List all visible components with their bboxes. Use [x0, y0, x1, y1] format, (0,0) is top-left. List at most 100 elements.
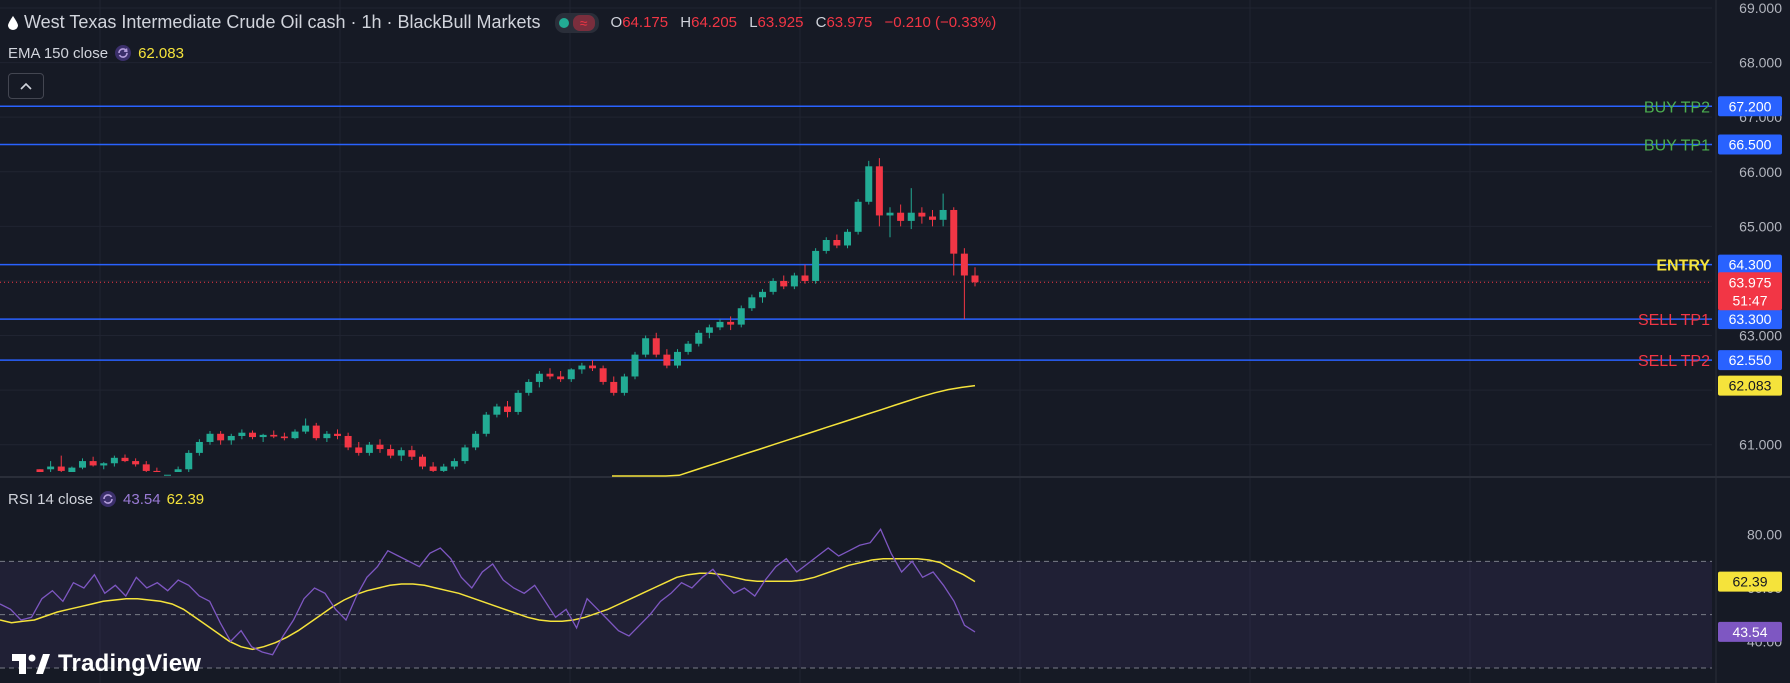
level-price-text: 66.500 [1729, 136, 1772, 152]
candle-body [397, 450, 405, 456]
candle-body [790, 275, 798, 287]
candle-body [950, 209, 958, 254]
candle-body [705, 327, 713, 333]
candle-body [716, 321, 724, 328]
candle-body [674, 351, 681, 366]
chevron-up-icon [20, 82, 32, 90]
price-tick-label: 65.000 [1739, 218, 1782, 234]
candle-body [663, 354, 671, 366]
symbol-header: West Texas Intermediate Crude Oil cash ·… [8, 12, 1004, 33]
candle-body [312, 425, 320, 439]
candle-body [854, 201, 862, 232]
candle-body [631, 354, 639, 377]
candle-body [610, 381, 618, 393]
candle-body [238, 432, 246, 436]
candle-body [907, 212, 915, 221]
tradingview-logo-icon [12, 654, 50, 674]
level-label: SELL TP2 [1638, 353, 1710, 370]
level-label: ENTRY [1656, 258, 1710, 275]
level-price-tag [1718, 350, 1782, 371]
cycle-icon[interactable] [114, 44, 132, 62]
candle-body [620, 376, 628, 393]
candle-body [472, 433, 480, 448]
candle-body [132, 461, 140, 465]
ohlc-close-value: 63.975 [826, 14, 873, 31]
oil-drop-icon [8, 15, 18, 30]
candle-body [875, 166, 883, 216]
level-price-text: 63.300 [1729, 311, 1772, 327]
candle-body [769, 280, 777, 292]
candle-body [865, 166, 873, 202]
candle-body [780, 280, 788, 287]
candle-body [259, 434, 267, 438]
candle-body [727, 321, 735, 325]
ema-price-text: 62.083 [1729, 378, 1772, 394]
candle-body [270, 434, 278, 437]
ohlc-low-key: L [749, 14, 758, 31]
candle-body [482, 414, 490, 434]
candle-body [323, 433, 331, 439]
ohlc-high-value: 64.205 [691, 14, 738, 31]
candle-body [833, 240, 841, 246]
candle-body [121, 457, 129, 462]
candle-body [695, 332, 703, 344]
candle-body [461, 447, 469, 462]
price-tick-label: 68.000 [1739, 55, 1782, 71]
level-price-tag [1718, 96, 1782, 117]
level-label: BUY TP2 [1644, 99, 1710, 116]
symbol-title[interactable]: West Texas Intermediate Crude Oil cash ·… [24, 12, 541, 32]
price-tick-label: 61.000 [1739, 437, 1782, 453]
candle-body [504, 406, 511, 412]
rsi-ma-value: 62.39 [166, 490, 205, 508]
rsi-tag [1718, 621, 1782, 642]
candle-body [153, 470, 161, 472]
level-lines: BUY TP2 BUY TP1 ENTRY SELL TP1 SELL TP2 [0, 99, 1712, 370]
market-status-pill[interactable]: ≈ [554, 12, 599, 33]
candle-body [567, 369, 575, 380]
ohlc-open-key: O [610, 14, 623, 31]
ema-value: 62.083 [138, 44, 184, 62]
last-price-text: 63.975 [1729, 274, 1772, 290]
cycle-icon[interactable] [99, 490, 117, 508]
candle-body [642, 338, 650, 355]
candle-body [589, 365, 596, 369]
price-axis: 61.00062.00063.00064.00065.00066.00067.0… [1718, 0, 1782, 649]
candle-body [419, 456, 426, 467]
candle-body [684, 343, 692, 352]
candle-body [493, 406, 501, 415]
rsi-path [0, 528, 976, 656]
tradingview-logo[interactable]: TradingView [12, 650, 201, 678]
candle-body [291, 431, 299, 439]
level-label: BUY TP1 [1644, 137, 1710, 154]
candle-body [748, 297, 756, 309]
candle-body [450, 461, 458, 467]
price-tick-label: 66.000 [1739, 164, 1782, 180]
candle-body [429, 466, 437, 471]
candle-body [546, 373, 554, 377]
candle-body [939, 209, 947, 220]
candle-body [164, 474, 171, 476]
candle-body [440, 466, 448, 471]
rsi-tick-label: 80.00 [1747, 527, 1782, 543]
ema-label: EMA 150 close [8, 44, 109, 62]
ema-legend[interactable]: EMA 150 close 62.083 [8, 44, 184, 62]
candle-body [100, 463, 108, 466]
candle-body [514, 392, 522, 412]
level-label: SELL TP1 [1638, 312, 1710, 329]
candle-body [355, 447, 363, 453]
rsi-legend[interactable]: RSI 14 close 43.54 62.39 [8, 490, 204, 508]
candle-body [886, 212, 894, 216]
ohlc-high-key: H [680, 14, 692, 31]
candle-body [206, 433, 214, 442]
ohlc-low-value: 63.925 [757, 14, 804, 31]
candle-body [280, 436, 288, 439]
level-price-tag [1718, 254, 1782, 275]
ema-price-tag [1718, 375, 1782, 396]
price-change: −0.210 (−0.33%) [884, 14, 997, 31]
candle-body [960, 253, 968, 276]
candle-body [110, 457, 118, 464]
rsi-tag-text: 43.54 [1732, 624, 1767, 640]
candle-body [36, 469, 44, 472]
collapse-legend-button[interactable] [8, 73, 44, 99]
